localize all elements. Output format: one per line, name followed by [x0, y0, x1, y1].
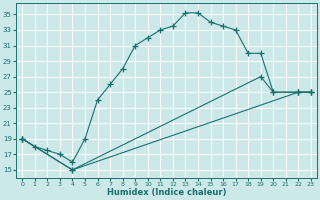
X-axis label: Humidex (Indice chaleur): Humidex (Indice chaleur) [107, 188, 226, 197]
